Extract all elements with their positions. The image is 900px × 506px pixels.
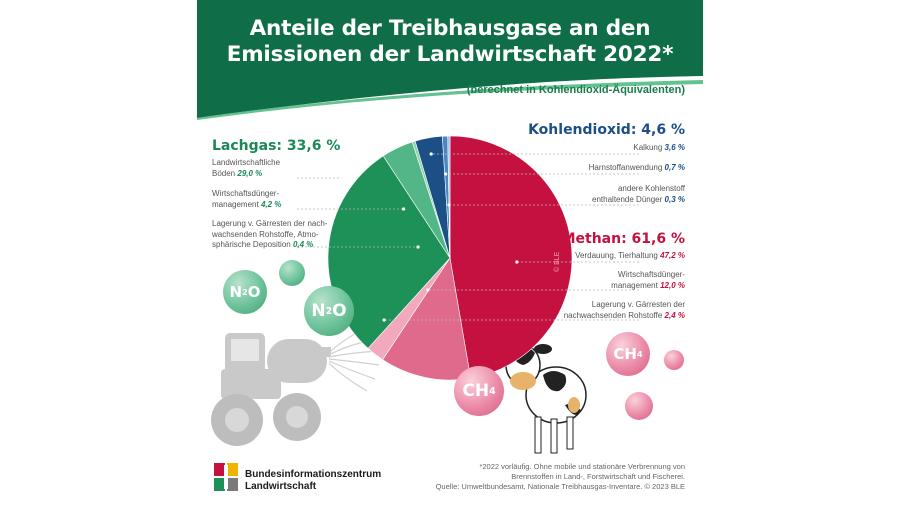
leader-dot	[429, 152, 433, 156]
leader-dot	[447, 203, 451, 207]
ble-logo-icon	[214, 463, 238, 491]
item-methan-verdauung: Verdauung, Tierhaltung 47,2 %	[575, 251, 685, 260]
pie-chart	[297, 135, 639, 381]
item-lachgas-wirtschaftsduenger: Wirtschaftsdünger- management 4,2 %	[212, 189, 282, 209]
item-value: 0,4 %	[292, 240, 314, 249]
group-title-lachgas: Lachgas: 33,6 %	[212, 138, 341, 154]
title-line-2: Emissionen der Landwirtschaft 2022*	[226, 42, 674, 67]
leader-dot	[401, 207, 406, 211]
slice-co2-duenger	[447, 135, 451, 259]
item-value: 4,2 %	[260, 199, 282, 209]
watermark: © BLE	[554, 251, 561, 272]
subtitle: (berechnet in Kohlendioxid-Äquivalenten)	[466, 84, 685, 96]
leader-dot	[426, 288, 430, 292]
item-co2-harnstoff: Harnstoffanwendung 0,7 %	[588, 163, 685, 172]
header-banner	[197, 0, 703, 120]
group-title-kohlendioxid: Kohlendioxid: 4,6 %	[528, 122, 685, 138]
leader-dot	[382, 318, 386, 322]
leader-dot	[444, 172, 448, 176]
group-title-methan: Methan: 61,6 %	[561, 231, 685, 247]
decorative-bubble	[279, 260, 305, 286]
item-value: 47,2 %	[660, 251, 685, 260]
leader-dot	[515, 260, 519, 264]
leader-dot	[416, 245, 420, 249]
leader-dot	[341, 176, 345, 180]
item-value: 29,0 %	[237, 168, 263, 178]
item-methan-gaerreste: Lagerung v. Gärresten der nachwachsenden…	[563, 300, 685, 320]
decorative-bubble	[664, 350, 684, 370]
item-value: 0,7 %	[664, 163, 685, 172]
slice-lachgas-boeden	[327, 155, 451, 349]
footnote: *2022 vorläufig. Ohne mobile und station…	[435, 462, 685, 491]
slice-methan-verdauung	[449, 135, 573, 379]
decorative-bubble	[625, 392, 653, 420]
item-value: 3,6 %	[664, 143, 685, 152]
item-value: 2,4 %	[664, 310, 685, 320]
item-value: 12,0 %	[660, 280, 685, 290]
item-co2-duenger: andere Kohlenstoff enthaltende Dünger 0,…	[592, 184, 685, 204]
item-lachgas-boeden: Landwirtschaftliche Böden 29,0 %	[212, 158, 281, 178]
ch4-bubble-big: CH 4	[454, 366, 504, 416]
item-co2-kalkung: Kalkung 3,6 %	[633, 143, 685, 152]
item-methan-wirtschaftsduenger: Wirtschaftsdünger- management 12,0 %	[611, 270, 685, 290]
item-value: 0,3 %	[664, 194, 685, 204]
ble-logo-text: Bundesinformationszentrum Landwirtschaft	[245, 469, 382, 492]
tractor-illustration	[211, 328, 380, 446]
title-line-1: Anteile der Treibhausgase an den	[249, 16, 651, 41]
infographic-card: Anteile der Treibhausgase an den Emissio…	[197, 0, 703, 506]
ch4-bubble-small: CH 4	[606, 332, 650, 376]
item-lachgas-gaerreste: Lagerung v. Gärresten der nach- wachsend…	[212, 219, 328, 249]
